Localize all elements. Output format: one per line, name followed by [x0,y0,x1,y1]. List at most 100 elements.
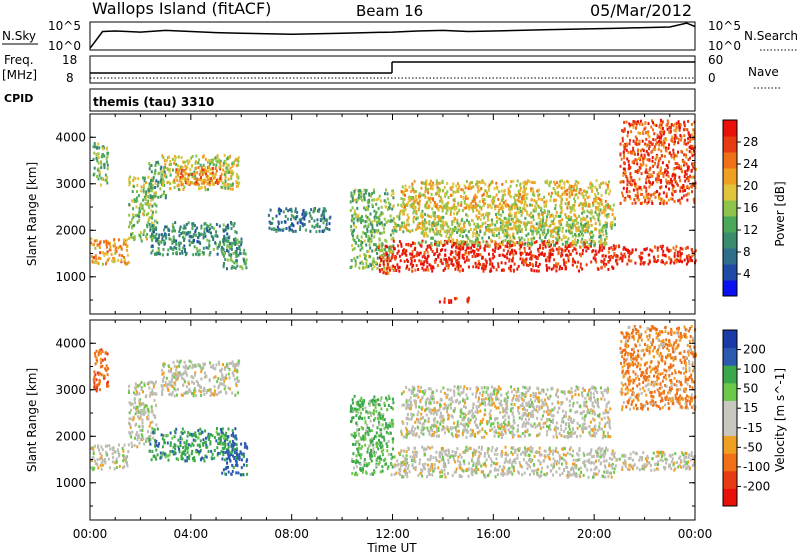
heatmap-cell [193,386,196,390]
heatmap-cell [593,253,596,257]
heatmap-cell [162,234,165,238]
heatmap-cell [507,249,510,253]
heatmap-cell [529,263,532,266]
heatmap-cell [373,215,376,219]
heatmap-cell [106,181,109,185]
heatmap-cell [462,197,465,200]
heatmap-cell [212,163,215,167]
heatmap-cell [143,381,146,385]
heatmap-cell [573,222,575,226]
heatmap-cell [485,261,488,265]
heatmap-cell [644,122,647,126]
heatmap-cell [548,266,551,270]
heatmap-cell [523,246,526,250]
heatmap-cell [418,199,421,203]
heatmap-cell [548,184,551,188]
heatmap-cell [491,228,494,232]
heatmap-cell [477,216,480,219]
heatmap-cell [670,126,672,129]
heatmap-cell [154,415,157,418]
heatmap-cell [565,253,568,257]
heatmap-cell [555,241,558,245]
heatmap-cell [139,429,142,432]
heatmap-cell [665,173,668,177]
heatmap-cell [451,232,454,236]
heatmap-cell [290,217,293,221]
heatmap-cell [237,175,240,179]
heatmap-cell [418,192,421,196]
heatmap-cell [607,260,610,264]
heatmap-cell [151,184,154,188]
heatmap-cell [574,233,577,237]
heatmap-cell [569,244,572,248]
heatmap-cell [175,239,178,243]
heatmap-cell [491,222,494,226]
heatmap-cell [101,457,104,461]
heatmap-cell [509,194,511,198]
heatmap-cell [582,233,584,237]
heatmap-cell [96,371,99,375]
heatmap-cell [386,197,389,201]
heatmap-cell [101,463,104,467]
heatmap-cell [618,257,621,261]
heatmap-cell [676,258,679,262]
heatmap-cell [432,197,434,201]
heatmap-cell [629,183,632,187]
heatmap-cell [457,268,460,272]
heatmap-cell [529,257,532,261]
heatmap-cell [598,213,601,217]
heatmap-cell [454,190,457,194]
heatmap-cell [683,134,686,138]
heatmap-cell [456,240,459,244]
heatmap-cell [483,198,486,202]
heatmap-cell [648,142,651,146]
heatmap-cell [100,445,103,449]
heatmap-cell [92,447,95,451]
heatmap-cell [224,170,227,174]
heatmap-cell [498,212,501,216]
heatmap-cell [97,383,100,387]
heatmap-cell [615,244,618,248]
heatmap-cell [204,185,207,189]
heatmap-cell [230,227,233,231]
heatmap-cell [142,233,145,236]
heatmap-cell [142,390,144,394]
heatmap-cell [460,201,463,205]
heatmap-cell [141,412,144,416]
heatmap-cell [613,253,616,257]
heatmap-cell [686,246,689,249]
heatmap-cell [404,205,406,209]
heatmap-cell [584,229,587,233]
heatmap-cell [200,224,203,228]
heatmap-cell [436,186,439,189]
heatmap-cell [231,162,234,166]
heatmap-cell [455,259,458,263]
heatmap-cell [220,172,223,176]
heatmap-cell [230,174,233,178]
heatmap-cell [519,251,522,255]
heatmap-cell [466,204,469,208]
heatmap-cell [627,258,630,262]
nsky-tick-lo: 10^0 [48,39,81,53]
nsearch-tick-lo: 10^0 [708,39,741,53]
heatmap-cell [129,417,132,421]
heatmap-cell [96,458,99,462]
heatmap-cell [155,239,158,243]
heatmap-cell [625,190,628,194]
heatmap-cell [606,187,609,191]
heatmap-cell [451,193,454,197]
heatmap-cell [240,240,243,244]
heatmap-cell [545,259,548,263]
heatmap-cell [233,162,236,166]
heatmap-cell [376,256,379,260]
heatmap-cell [642,162,645,166]
heatmap-cell [677,120,680,124]
heatmap-cell [93,166,96,170]
heatmap-cell [94,351,96,355]
heatmap-cell [123,454,126,458]
heatmap-cell [415,254,418,258]
heatmap-cell [649,260,651,264]
heatmap-cell [406,265,408,269]
heatmap-cell [611,213,614,216]
heatmap-cell [388,259,391,262]
